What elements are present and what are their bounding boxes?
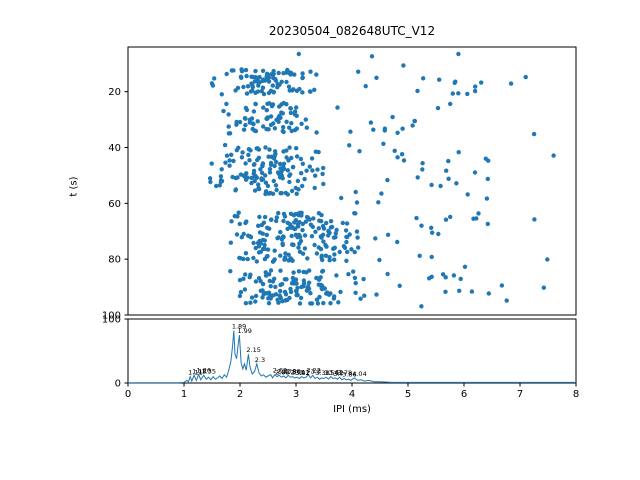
- peak-annotation: 4.04: [352, 370, 366, 378]
- peak-annotation: 3.86: [342, 371, 356, 379]
- svg-text:4: 4: [349, 389, 355, 400]
- svg-text:1: 1: [181, 389, 187, 400]
- peak-annotation: 3.54: [324, 369, 338, 377]
- peak-annotation: 1.18: [192, 367, 206, 375]
- peak-annotation: 3.78: [338, 369, 352, 377]
- peak-annotation: 3.22: [306, 367, 320, 375]
- peak-annotation: 2.86: [286, 367, 300, 375]
- peak-annotation: 1.26: [197, 367, 211, 375]
- peak-annotation: 1.35: [202, 367, 216, 375]
- scatter-axes: 20 40 60 80 100: [102, 46, 577, 322]
- peak-annotation: 3.3: [311, 367, 321, 375]
- peak-annotation: 2.15: [246, 346, 260, 354]
- peak-annotation: 2.7: [277, 367, 287, 375]
- peak-annotation: 1.11: [188, 369, 202, 377]
- chart-title: 20230504_082648UTC_V12: [268, 24, 436, 38]
- svg-text:7: 7: [517, 389, 523, 400]
- svg-text:60: 60: [108, 199, 121, 210]
- peak-annotation: 3.38: [315, 369, 329, 377]
- svg-text:2: 2: [237, 389, 243, 400]
- peak-annotation: 2.3: [255, 356, 265, 364]
- svg-text:3: 3: [293, 389, 299, 400]
- x-axis-label: IPI (ms): [333, 404, 371, 415]
- hist-line: [128, 330, 576, 384]
- svg-text:0: 0: [115, 379, 121, 390]
- svg-text:20: 20: [108, 87, 121, 98]
- svg-text:40: 40: [108, 143, 121, 154]
- svg-text:0: 0: [125, 389, 131, 400]
- svg-text:8: 8: [573, 389, 579, 400]
- scatter-points: [207, 51, 556, 309]
- svg-text:100: 100: [102, 315, 121, 326]
- hist-axes: 0 100 0 1 2 3 4 5 6 7 8: [102, 315, 579, 401]
- peak-annotation: 2.62: [273, 367, 287, 375]
- peak-annotation: 3.7: [333, 370, 343, 378]
- peak-annotation: 3.02: [295, 369, 309, 377]
- peak-annotation: 2.66: [275, 369, 289, 377]
- peak-annotation: 2.78: [282, 368, 296, 376]
- peak-annotation: 3.62: [329, 369, 343, 377]
- svg-text:80: 80: [108, 255, 121, 266]
- peak-annotations: 1.111.181.261.35 1.891.99 2.15 2.3 2.622.662…: [188, 323, 367, 379]
- svg-text:100: 100: [102, 311, 121, 322]
- peak-annotation: 2.94: [291, 369, 305, 377]
- peak-annotation: 1.89: [232, 323, 246, 331]
- peak-annotation: 1.99: [237, 327, 251, 335]
- svg-text:5: 5: [405, 389, 411, 400]
- peak-annotation: 3.1: [300, 369, 310, 377]
- svg-text:6: 6: [461, 389, 467, 400]
